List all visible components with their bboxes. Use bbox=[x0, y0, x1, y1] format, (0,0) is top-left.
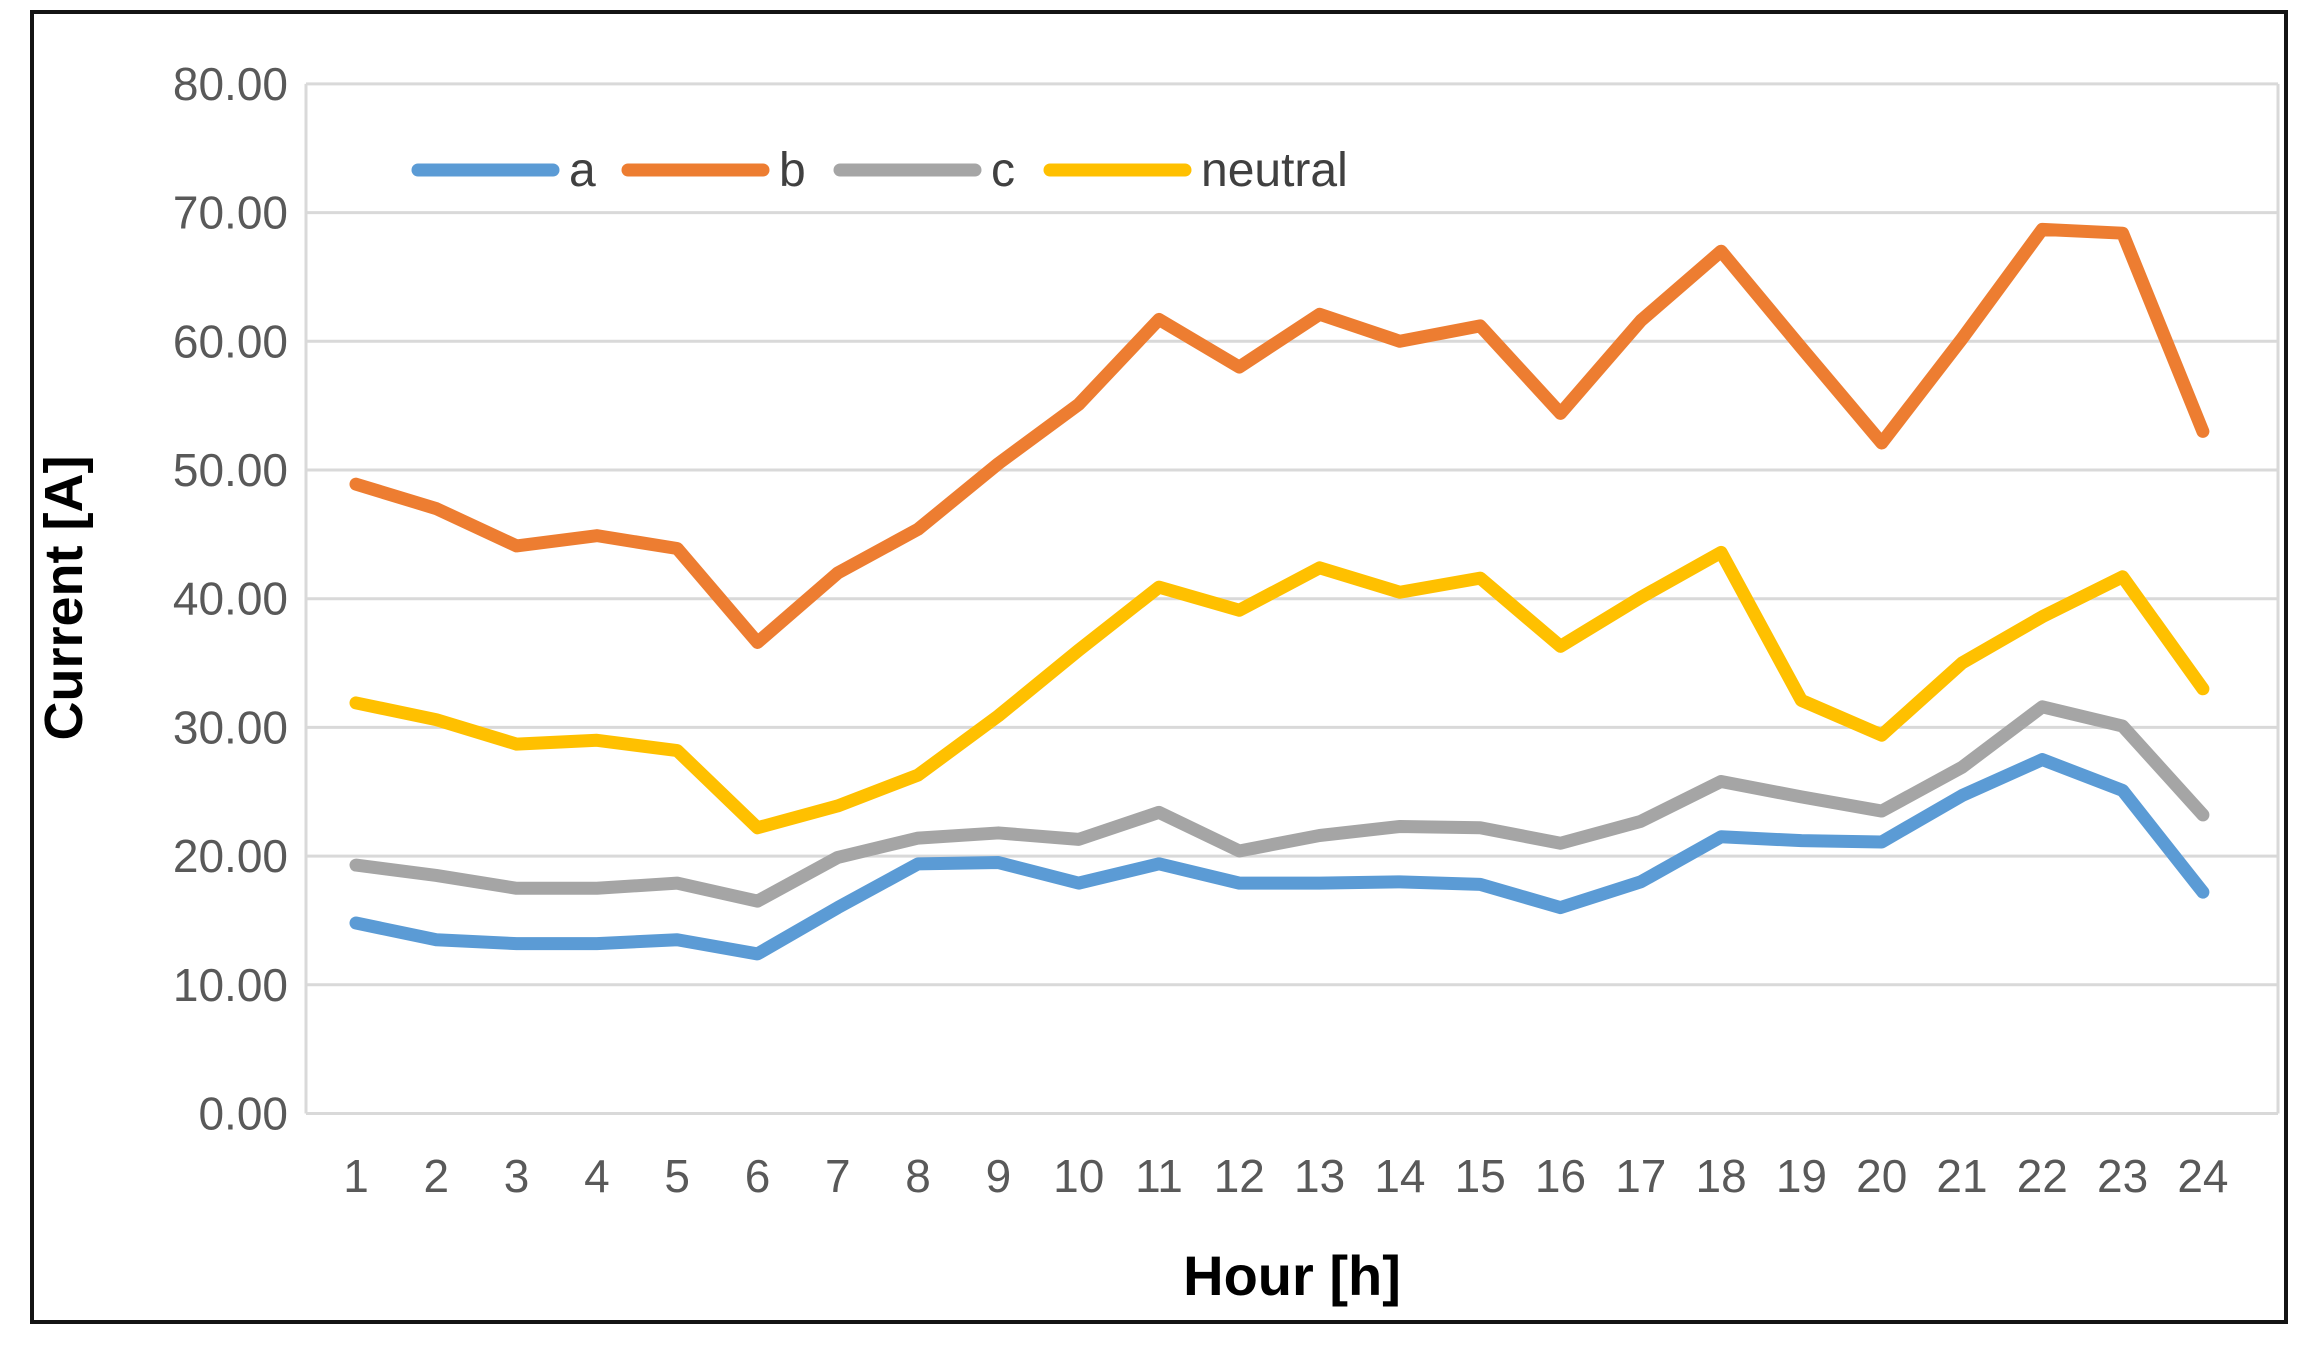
series-lines bbox=[349, 222, 2210, 961]
y-axis-title: Current [A] bbox=[34, 456, 94, 741]
y-tick-label-40.00: 40.00 bbox=[173, 573, 288, 625]
x-tick-label-24: 24 bbox=[2177, 1150, 2228, 1202]
series-line-c bbox=[349, 700, 2210, 908]
gridlines bbox=[306, 82, 2278, 1115]
x-tick-label-4: 4 bbox=[584, 1150, 610, 1202]
legend: a b c neutral bbox=[411, 144, 1348, 197]
x-tick-label-1: 1 bbox=[343, 1150, 369, 1202]
legend-item-c: c bbox=[833, 144, 1015, 197]
y-tick-label-20.00: 20.00 bbox=[173, 830, 288, 882]
legend-label-b: b bbox=[779, 144, 806, 197]
y-tick-label-80.00: 80.00 bbox=[173, 58, 288, 110]
x-tick-label-18: 18 bbox=[1696, 1150, 1747, 1202]
x-tick-label-14: 14 bbox=[1374, 1150, 1425, 1202]
x-tick-label-12: 12 bbox=[1214, 1150, 1265, 1202]
x-tick-label-11: 11 bbox=[1135, 1150, 1183, 1202]
x-tick-label-20: 20 bbox=[1856, 1150, 1907, 1202]
series-line-neutral bbox=[349, 545, 2210, 835]
series-line-b bbox=[349, 222, 2210, 649]
x-tick-label-5: 5 bbox=[664, 1150, 690, 1202]
y-tick-label-50.00: 50.00 bbox=[173, 444, 288, 496]
x-tick-label-15: 15 bbox=[1455, 1150, 1506, 1202]
x-axis-title: Hour [h] bbox=[1183, 1244, 1401, 1307]
x-tick-label-17: 17 bbox=[1615, 1150, 1666, 1202]
y-axis-tick-labels: 0.00 10.00 20.00 30.00 40.00 50.00 60.00 70.00 8… bbox=[173, 58, 288, 1140]
x-tick-label-2: 2 bbox=[424, 1150, 450, 1202]
legend-item-a: a bbox=[411, 144, 596, 197]
x-tick-label-9: 9 bbox=[986, 1150, 1012, 1202]
legend-label-a: a bbox=[569, 144, 596, 197]
x-tick-label-16: 16 bbox=[1535, 1150, 1586, 1202]
x-tick-label-3: 3 bbox=[504, 1150, 530, 1202]
y-tick-label-30.00: 30.00 bbox=[173, 701, 288, 753]
x-tick-label-19: 19 bbox=[1776, 1150, 1827, 1202]
legend-item-neutral: neutral bbox=[1043, 144, 1348, 197]
y-tick-label-60.00: 60.00 bbox=[173, 315, 288, 367]
x-axis-tick-labels: 1 2 3 4 5 6 7 8 9 10 11 12 13 14 15 16 17 18 19 20 21 22 23 24 bbox=[343, 1150, 2228, 1202]
legend-label-neutral: neutral bbox=[1201, 144, 1348, 197]
legend-label-c: c bbox=[991, 144, 1015, 197]
x-tick-label-8: 8 bbox=[905, 1150, 931, 1202]
x-tick-label-21: 21 bbox=[1936, 1150, 1987, 1202]
x-tick-label-13: 13 bbox=[1294, 1150, 1345, 1202]
x-tick-label-6: 6 bbox=[745, 1150, 771, 1202]
series-line-a bbox=[349, 753, 2210, 961]
x-tick-label-10: 10 bbox=[1053, 1150, 1104, 1202]
y-tick-label-10.00: 10.00 bbox=[173, 959, 288, 1011]
legend-item-b: b bbox=[621, 144, 806, 197]
y-tick-label-0.00: 0.00 bbox=[198, 1088, 288, 1140]
x-tick-label-23: 23 bbox=[2097, 1150, 2148, 1202]
x-tick-label-22: 22 bbox=[2017, 1150, 2068, 1202]
y-tick-label-70.00: 70.00 bbox=[173, 187, 288, 239]
x-tick-label-7: 7 bbox=[825, 1150, 851, 1202]
plot-border bbox=[304, 83, 2280, 1114]
